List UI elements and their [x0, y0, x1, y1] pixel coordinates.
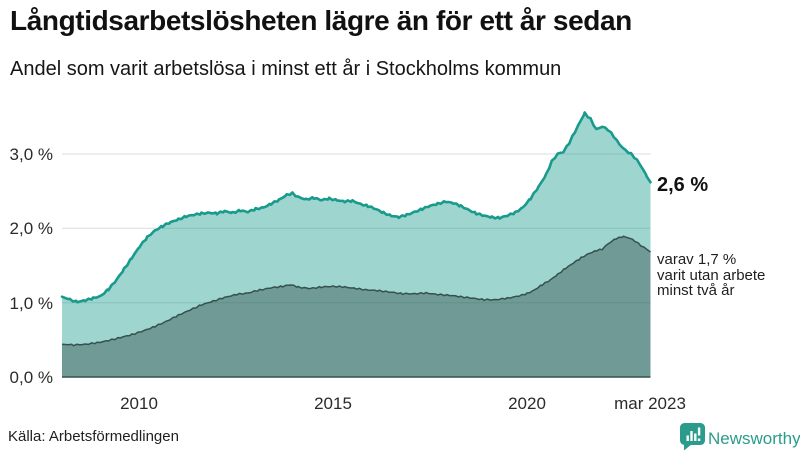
latest-value-annotation: 2,6 % — [657, 174, 709, 196]
series-two-year-area — [62, 236, 651, 377]
newsworthy-logo-icon — [680, 423, 705, 450]
secondary-series-annotation: varav 1,7 % varit utan arbete minst två … — [657, 251, 766, 299]
y-tick-label-2: 2,0 % — [9, 219, 53, 238]
y-tick-label-0: 0,0 % — [9, 368, 53, 387]
series-one-year-line — [60, 111, 652, 304]
chart-subtitle: Andel som varit arbetslösa i minst ett å… — [10, 58, 562, 80]
x-tick-label-2015: 2015 — [314, 394, 352, 413]
newsworthy-logo-text: Newsworthy — [708, 429, 800, 448]
y-tick-label-1: 1,0 % — [9, 294, 53, 313]
series-one-year-area — [62, 112, 651, 377]
x-tick-label-mar-2023: mar 2023 — [614, 394, 686, 413]
source-caption: Källa: Arbetsförmedlingen — [8, 428, 179, 445]
x-tick-label-2020: 2020 — [508, 394, 546, 413]
chart-title: Långtidsarbetslösheten lägre än för ett … — [10, 5, 632, 36]
x-tick-label-2010: 2010 — [120, 394, 158, 413]
series-two-year-line — [61, 235, 651, 347]
y-tick-label-3: 3,0 % — [9, 145, 53, 164]
